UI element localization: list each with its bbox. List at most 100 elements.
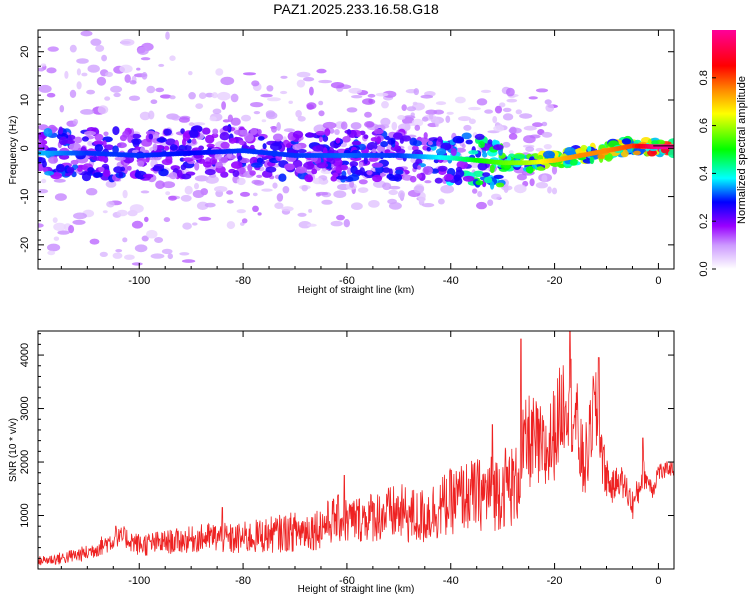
noise-blob (204, 202, 216, 208)
snr-xtick-label: -80 (235, 575, 251, 587)
noise-blob (551, 187, 558, 195)
noise-blob (309, 86, 314, 96)
noise-blob (535, 147, 544, 152)
signal-blob (43, 127, 53, 137)
noise-blob (367, 93, 376, 98)
signal-blob (354, 169, 364, 175)
signal-blob (113, 166, 123, 174)
signal-blob (587, 146, 592, 153)
noise-blob (46, 67, 57, 74)
signal-blob (416, 173, 423, 179)
signal-blob (342, 136, 351, 143)
snr-series-line (37, 330, 675, 566)
noise-blob (330, 82, 345, 89)
signal-blob (468, 150, 479, 155)
signal-blob (651, 140, 659, 146)
noise-blob (493, 125, 505, 132)
signal-blob (239, 129, 248, 136)
noise-blob (158, 63, 165, 67)
signal-blob (366, 141, 378, 151)
signal-blob (65, 139, 76, 144)
noise-blob (348, 87, 363, 94)
signal-blob (297, 149, 307, 154)
signal-blob (437, 165, 448, 172)
noise-blob (159, 94, 172, 99)
colorbar-tick-label: 0.6 (698, 118, 710, 133)
noise-blob (124, 74, 131, 83)
noise-blob (182, 222, 192, 230)
noise-blob (131, 262, 143, 266)
signal-blob (324, 128, 331, 137)
signal-blob (368, 156, 379, 162)
noise-blob (388, 185, 401, 190)
signal-blob (304, 174, 313, 183)
noise-blob (364, 111, 372, 118)
noise-blob (139, 111, 151, 121)
noise-blob (86, 89, 95, 95)
spectrogram-blobs (38, 30, 674, 266)
noise-blob (194, 182, 199, 190)
noise-blob (506, 98, 518, 103)
noise-blob (454, 96, 466, 104)
signal-blob (249, 144, 255, 150)
noise-blob (250, 102, 264, 108)
noise-blob (134, 244, 148, 253)
noise-blob (155, 180, 165, 189)
signal-blob (94, 133, 104, 141)
noise-blob (261, 188, 273, 192)
noise-blob (541, 131, 553, 138)
signal-blob (452, 135, 464, 144)
signal-blob (257, 129, 262, 135)
noise-blob (253, 111, 261, 115)
noise-blob (38, 67, 45, 72)
noise-blob (420, 94, 434, 99)
noise-blob (169, 55, 176, 61)
noise-blob (476, 98, 488, 106)
noise-blob (252, 192, 258, 197)
signal-blob (104, 144, 114, 151)
signal-blob (493, 174, 504, 179)
noise-blob (106, 200, 115, 208)
noise-blob (64, 70, 69, 79)
colorbar-tick-label: 0.8 (698, 70, 710, 85)
noise-blob (516, 173, 528, 181)
signal-blob (81, 136, 89, 142)
signal-blob (489, 164, 495, 174)
noise-blob (401, 104, 407, 111)
signal-blob (388, 132, 395, 138)
noise-blob (38, 84, 52, 93)
colorbar-gradient (712, 30, 736, 269)
noise-blob (180, 194, 192, 202)
noise-blob (240, 191, 250, 197)
noise-blob (514, 184, 527, 194)
signal-blob (228, 137, 237, 144)
noise-blob (528, 96, 538, 100)
signal-blob (454, 177, 463, 186)
colorbar-label: Normalized spectral amplitude (736, 76, 748, 224)
noise-blob (128, 95, 141, 101)
signal-blob (284, 163, 295, 171)
signal-blob (376, 136, 382, 145)
noise-blob (404, 123, 411, 130)
noise-blob (194, 162, 200, 171)
signal-blob (182, 157, 194, 162)
noise-blob (251, 80, 260, 87)
signal-blob (434, 177, 443, 184)
noise-blob (492, 116, 498, 124)
noise-blob (119, 64, 133, 74)
signal-blob (77, 167, 83, 172)
signal-blob (427, 140, 433, 146)
noise-blob (76, 81, 82, 90)
signal-blob (358, 161, 364, 168)
noise-blob (343, 219, 350, 228)
signal-blob (465, 139, 473, 145)
noise-blob (491, 193, 502, 200)
noise-blob (266, 111, 278, 120)
snr-ylabel: SNR (10 * v/v) (8, 418, 19, 482)
noise-blob (523, 125, 537, 131)
noise-blob (215, 68, 224, 76)
signal-blob (265, 166, 277, 173)
noise-blob (97, 105, 109, 115)
noise-blob (438, 198, 445, 205)
